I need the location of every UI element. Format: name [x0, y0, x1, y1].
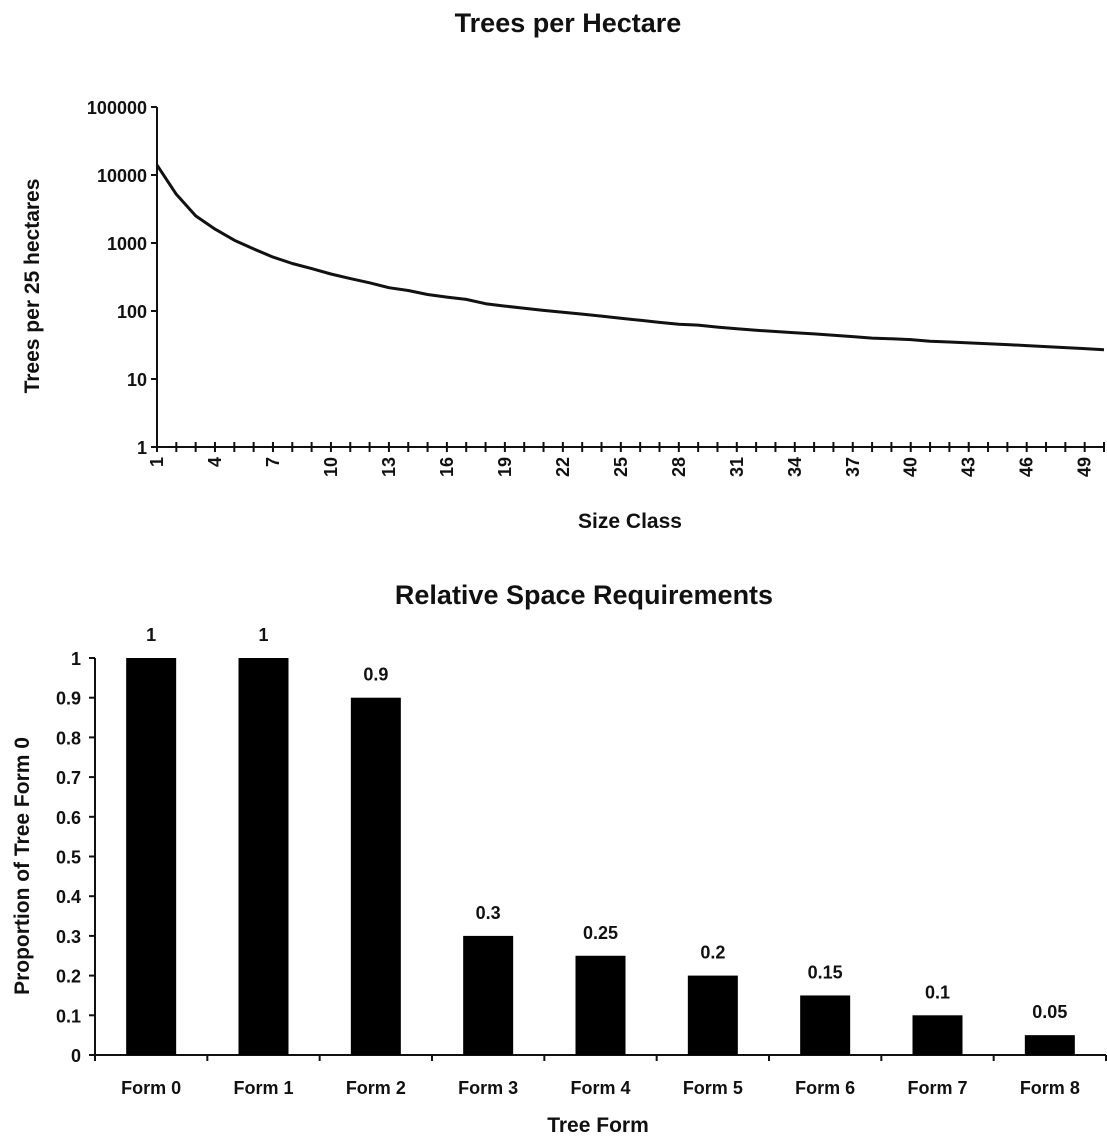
- line-chart-series: [155, 164, 1105, 352]
- y-tick-label: 1000: [107, 234, 147, 254]
- line-series-path: [155, 164, 1105, 352]
- x-tick-label: 28: [669, 457, 689, 477]
- bar: [1024, 1035, 1075, 1055]
- y-tick-label: 0.5: [56, 848, 81, 868]
- x-tick-label: 25: [611, 457, 631, 477]
- y-tick-label: 0.3: [56, 927, 81, 947]
- y-tick-label: 0.7: [56, 768, 81, 788]
- line-chart-x-ticks: 1 4 7 10 13 16 19 22 25 28 31 34 37 40 43 46 49: [147, 442, 1105, 477]
- line-chart-y-axis-label: Trees per 25 hectares: [21, 179, 44, 394]
- bar: [238, 658, 289, 1055]
- bar: [575, 955, 626, 1055]
- line-chart-title: Trees per Hectare: [455, 8, 682, 38]
- bar-chart-bars: 1 1 0.9 0.3 0.25 0.2 0.15 0.1 0.05: [126, 625, 1075, 1055]
- x-category-label: Form 2: [346, 1078, 406, 1098]
- bar: [126, 658, 177, 1055]
- x-category-label: Form 0: [121, 1078, 181, 1098]
- bar-chart-y-ticks: 0 0.1 0.2 0.3 0.4 0.5 0.6 0.7 0.8 0.9 1: [56, 649, 95, 1066]
- bar-chart-title: Relative Space Requirements: [395, 580, 773, 610]
- line-chart-y-ticks: 1 10 100 1000 10000 100000: [87, 98, 157, 458]
- x-tick-label: 1: [147, 457, 167, 467]
- y-tick-label: 0.4: [56, 887, 81, 907]
- x-category-label: Form 4: [570, 1078, 630, 1098]
- x-tick-label: 46: [1017, 457, 1037, 477]
- bar-chart-y-axis-label: Proportion of Tree Form 0: [11, 737, 34, 995]
- x-tick-label: 37: [843, 457, 863, 477]
- bar-data-label: 1: [146, 625, 156, 645]
- x-category-label: Form 6: [795, 1078, 855, 1098]
- x-tick-label: 13: [379, 457, 399, 477]
- y-tick-label: 0.1: [56, 1006, 81, 1026]
- bar-data-label: 1: [258, 625, 268, 645]
- y-tick-label: 0.2: [56, 967, 81, 987]
- x-tick-label: 19: [495, 457, 515, 477]
- bar: [350, 697, 401, 1055]
- x-tick-label: 34: [785, 457, 805, 477]
- y-tick-label: 10000: [97, 166, 147, 186]
- x-category-label: Form 8: [1020, 1078, 1080, 1098]
- x-tick-label: 4: [205, 457, 225, 467]
- bar-data-label: 0.25: [583, 923, 618, 943]
- y-tick-label: 0: [71, 1046, 81, 1066]
- x-category-label: Form 5: [683, 1078, 743, 1098]
- line-chart-axes: [156, 107, 1104, 448]
- y-tick-label: 100000: [87, 98, 147, 118]
- y-tick-label: 0.6: [56, 808, 81, 828]
- bar-data-label: 0.05: [1032, 1002, 1067, 1022]
- x-tick-label: 16: [437, 457, 457, 477]
- x-tick-label: 10: [321, 457, 341, 477]
- line-chart-x-axis-label: Size Class: [578, 510, 682, 533]
- bar-chart: Relative Space Requirements Proportion o…: [11, 580, 1107, 1137]
- bar: [912, 1015, 963, 1055]
- bar: [463, 935, 514, 1055]
- y-tick-label: 10: [127, 370, 147, 390]
- x-tick-label: 49: [1075, 457, 1095, 477]
- bar-chart-x-axis-label: Tree Form: [547, 1114, 649, 1137]
- x-category-label: Form 1: [233, 1078, 293, 1098]
- bar: [687, 975, 738, 1055]
- y-tick-label: 1: [71, 649, 81, 669]
- x-tick-label: 40: [901, 457, 921, 477]
- bar-data-label: 0.3: [476, 903, 501, 923]
- x-category-label: Form 7: [907, 1078, 967, 1098]
- bar-data-label: 0.15: [808, 962, 843, 982]
- bar: [800, 995, 851, 1055]
- bar-data-label: 0.9: [363, 665, 388, 685]
- y-tick-label: 100: [117, 302, 147, 322]
- y-tick-label: 1: [137, 438, 147, 458]
- x-tick-label: 7: [263, 457, 283, 467]
- line-chart: Trees per Hectare Trees per 25 hectares …: [21, 8, 1105, 533]
- bar-data-label: 0.1: [925, 982, 950, 1002]
- x-tick-label: 31: [727, 457, 747, 477]
- bar-chart-x-ticks: Form 0 Form 1 Form 2 Form 3 Form 4 Form 5 Form…: [94, 1055, 1107, 1098]
- x-category-label: Form 3: [458, 1078, 518, 1098]
- y-tick-label: 0.9: [56, 689, 81, 709]
- y-tick-label: 0.8: [56, 728, 81, 748]
- x-tick-label: 22: [553, 457, 573, 477]
- bar-data-label: 0.2: [700, 943, 725, 963]
- x-tick-label: 43: [959, 457, 979, 477]
